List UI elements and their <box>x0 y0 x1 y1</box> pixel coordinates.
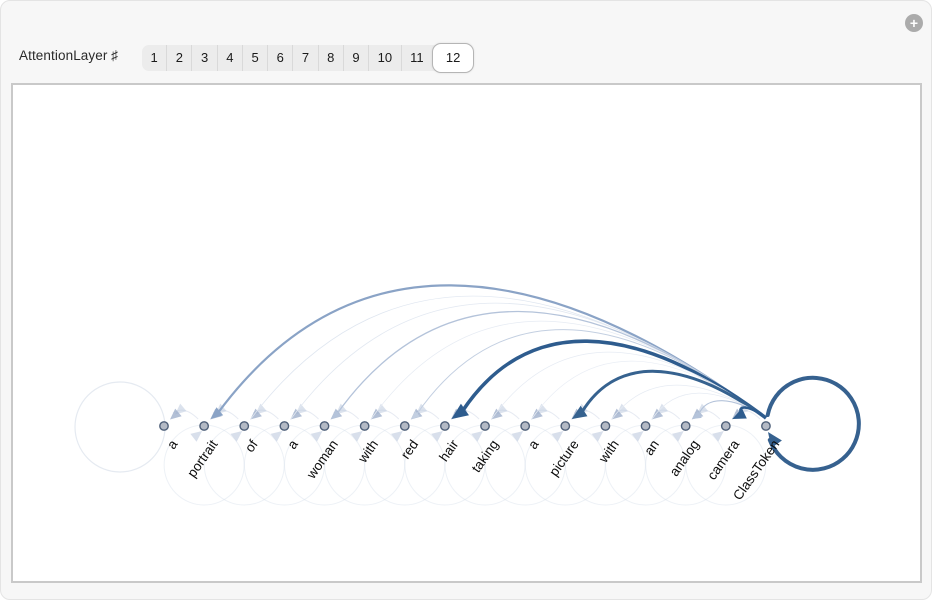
graph-panel <box>11 83 922 583</box>
decor-arrowhead <box>250 408 262 420</box>
token-label-an: an <box>641 437 662 458</box>
layer-button-4[interactable]: 4 <box>216 45 242 71</box>
decor-arrowhead <box>190 431 203 442</box>
decor-arrowhead <box>431 431 443 442</box>
layer-button-2[interactable]: 2 <box>166 45 191 71</box>
token-label-a: a <box>284 437 301 452</box>
layer-button-8[interactable]: 8 <box>317 45 343 71</box>
token-node-camera <box>720 421 731 431</box>
token-node-picture <box>560 421 571 431</box>
arrowhead-portrait <box>210 407 224 419</box>
token-label-a: a <box>525 437 542 452</box>
decor-arrowhead <box>551 431 564 442</box>
layer-button-10[interactable]: 10 <box>368 45 400 71</box>
token-node-hair <box>440 421 450 431</box>
decor-arrowhead <box>616 403 629 415</box>
layer-button-1[interactable]: 1 <box>150 50 158 65</box>
attention-arc-to-woman-4 <box>336 310 767 419</box>
decor-arrowhead <box>536 403 548 415</box>
arrowhead-picture <box>571 405 588 419</box>
token-node-an <box>640 421 651 431</box>
token-label-red: red <box>398 437 421 462</box>
attention-arc-to-a-3 <box>290 302 767 420</box>
decor-arrowhead <box>631 431 644 442</box>
plus-icon: + <box>909 15 919 31</box>
token-node-a <box>159 421 169 431</box>
decor-arrowhead <box>591 431 604 442</box>
token-node-red <box>399 421 410 431</box>
decor-arrowhead <box>255 403 267 415</box>
decor-arrowhead <box>671 431 684 442</box>
token-label-with: with <box>595 437 622 466</box>
token-label-portrait: portrait <box>184 437 221 480</box>
layer-button-5[interactable]: 5 <box>241 45 267 71</box>
token-node-with <box>359 421 370 431</box>
layer-button-11[interactable]: 11 <box>400 45 433 71</box>
token-node-analog <box>680 421 691 431</box>
token-self-loop <box>74 381 166 473</box>
arrowhead-hair <box>451 403 469 419</box>
arrowhead-classtoken <box>768 432 782 449</box>
arrowhead-woman <box>331 410 341 419</box>
decor-arrowhead <box>651 408 664 420</box>
token-label-a: a <box>164 437 181 452</box>
attention-arc-to-hair-7 <box>460 339 768 420</box>
attention-arc-to-picture-10 <box>580 369 767 420</box>
attention-arc-to-portrait-1 <box>217 284 767 419</box>
token-node-with <box>600 421 611 431</box>
decor-arrowhead <box>375 403 388 415</box>
token-node-ClassToken <box>761 421 771 431</box>
token-label-of: of <box>242 437 261 455</box>
token-node-a <box>520 421 531 431</box>
decor-arrowhead <box>656 403 669 415</box>
decor-arrowhead <box>290 408 303 420</box>
attention-layer-label: AttentionLayer ♯ <box>19 48 119 63</box>
arrowhead-camera <box>732 408 747 419</box>
layer-button-6[interactable]: 6 <box>267 45 292 71</box>
decor-arrowhead <box>611 408 624 420</box>
decor-arrowhead <box>310 431 323 442</box>
decor-arrowhead <box>175 403 187 415</box>
decor-arrowhead <box>511 431 524 442</box>
decor-arrowhead <box>230 431 243 442</box>
decor-arrowhead <box>712 431 724 442</box>
token-node-taking <box>480 421 490 431</box>
token-label-with: with <box>354 437 381 466</box>
arrowhead-red <box>411 411 420 419</box>
token-node-of <box>239 421 250 431</box>
decor-arrowhead <box>491 408 503 420</box>
token-node-a <box>279 421 290 431</box>
token-node-portrait <box>199 421 210 431</box>
attention-arc-to-taking-8 <box>491 351 767 420</box>
token-label-camera: camera <box>704 437 742 483</box>
arrowhead-analog <box>692 411 702 419</box>
token-node-woman <box>319 421 330 431</box>
layer-button-9[interactable]: 9 <box>342 45 368 71</box>
decor-arrowhead <box>531 408 543 420</box>
decor-arrowhead <box>170 408 182 420</box>
expand-button[interactable]: + <box>905 14 923 32</box>
self-loop-arc-classtoken <box>765 375 861 472</box>
decor-arrowhead <box>295 403 308 415</box>
decor-arrowhead <box>350 431 363 442</box>
decor-arrowhead <box>370 408 383 420</box>
token-label-hair: hair <box>436 437 461 464</box>
decor-arrowhead <box>471 431 484 442</box>
layer-button-7[interactable]: 7 <box>292 45 317 71</box>
decor-arrowhead <box>270 431 283 442</box>
token-label-woman: woman <box>303 437 341 482</box>
layer-button-12[interactable]: 12 <box>432 43 475 73</box>
decor-arrowhead <box>391 431 403 442</box>
layer-button-3[interactable]: 3 <box>191 45 216 71</box>
layer-segmented-control: 1 2 3 4 5 6 7 8 9 10 11 12 <box>142 43 475 73</box>
decor-arrowhead <box>496 403 508 415</box>
